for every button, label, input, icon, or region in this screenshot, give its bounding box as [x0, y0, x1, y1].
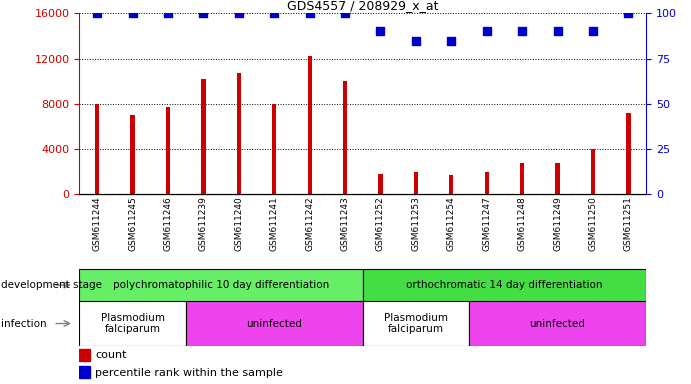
Bar [484, 172, 489, 194]
Text: GSM611239: GSM611239 [199, 196, 208, 251]
Point [92, 10, 103, 17]
Text: infection: infection [1, 318, 47, 329]
Bar [186, 301, 363, 346]
Bar [166, 107, 170, 194]
Bar [79, 301, 186, 346]
Point [304, 10, 315, 17]
Text: GSM611246: GSM611246 [164, 196, 173, 251]
Point [623, 10, 634, 17]
Text: GSM611251: GSM611251 [624, 196, 633, 251]
Bar [79, 269, 363, 301]
Text: uninfected: uninfected [529, 318, 585, 329]
Bar [343, 81, 347, 194]
Bar [414, 172, 418, 194]
Point [587, 28, 598, 35]
Point [162, 10, 173, 17]
Point [481, 28, 492, 35]
Bar [79, 349, 90, 361]
Bar [449, 175, 453, 194]
Text: GSM611247: GSM611247 [482, 196, 491, 251]
Bar [95, 104, 100, 194]
Bar [469, 301, 646, 346]
Bar [363, 301, 469, 346]
Bar [131, 115, 135, 194]
Title: GDS4557 / 208929_x_at: GDS4557 / 208929_x_at [287, 0, 439, 12]
Text: GSM611244: GSM611244 [93, 196, 102, 251]
Bar [272, 104, 276, 194]
Text: GSM611254: GSM611254 [447, 196, 456, 251]
Bar [201, 79, 205, 194]
Point [127, 10, 138, 17]
Point [446, 38, 457, 44]
Text: polychromatophilic 10 day differentiation: polychromatophilic 10 day differentiatio… [113, 280, 329, 290]
Text: development stage: development stage [1, 280, 102, 290]
Point [375, 28, 386, 35]
Text: Plasmodium
falciparum: Plasmodium falciparum [101, 313, 164, 334]
Text: GSM611248: GSM611248 [518, 196, 527, 251]
Text: GSM611243: GSM611243 [341, 196, 350, 251]
Point [269, 10, 280, 17]
Text: GSM611241: GSM611241 [269, 196, 278, 251]
Point [552, 28, 563, 35]
Point [198, 10, 209, 17]
Bar [307, 56, 312, 194]
Bar [363, 269, 646, 301]
Bar [591, 149, 595, 194]
Bar [379, 174, 383, 194]
Point [517, 28, 528, 35]
Text: GSM611242: GSM611242 [305, 196, 314, 251]
Bar [556, 164, 560, 194]
Text: percentile rank within the sample: percentile rank within the sample [95, 367, 283, 377]
Bar [626, 113, 630, 194]
Text: GSM611252: GSM611252 [376, 196, 385, 251]
Bar [520, 164, 524, 194]
Text: GSM611249: GSM611249 [553, 196, 562, 251]
Point [234, 10, 245, 17]
Text: uninfected: uninfected [246, 318, 302, 329]
Text: Plasmodium
falciparum: Plasmodium falciparum [384, 313, 448, 334]
Bar [237, 73, 241, 194]
Bar [79, 366, 90, 379]
Text: GSM611245: GSM611245 [128, 196, 137, 251]
Text: orthochromatic 14 day differentiation: orthochromatic 14 day differentiation [406, 280, 603, 290]
Text: count: count [95, 350, 127, 360]
Text: GSM611250: GSM611250 [589, 196, 598, 251]
Point [339, 10, 350, 17]
Text: GSM611253: GSM611253 [411, 196, 420, 251]
Point [410, 38, 422, 44]
Text: GSM611240: GSM611240 [234, 196, 243, 251]
